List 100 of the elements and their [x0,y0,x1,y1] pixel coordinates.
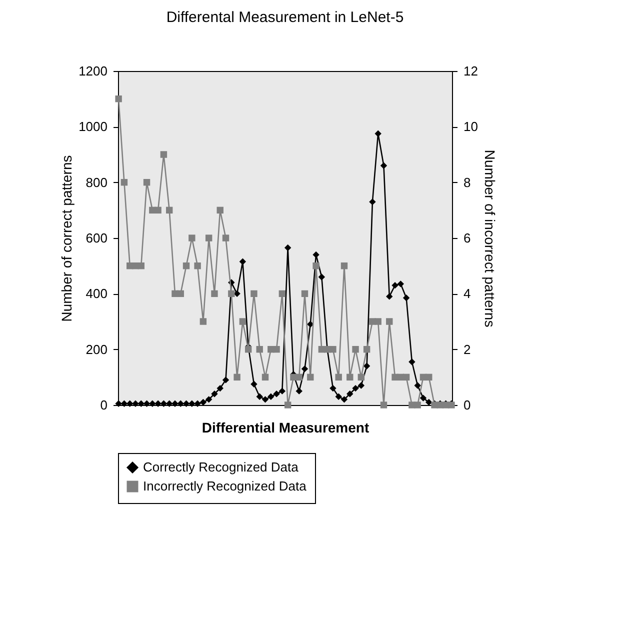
point [250,380,258,388]
point [256,393,263,400]
point [200,398,207,406]
point [166,206,173,214]
point [346,374,354,381]
y-tick-label: 200 [86,342,108,357]
point [352,346,359,353]
point [340,396,348,403]
point [392,282,398,289]
point [138,400,144,407]
point [278,388,286,394]
point [120,178,128,186]
point [330,346,336,353]
point [380,162,388,169]
point [256,346,263,353]
point [312,262,320,270]
point [143,178,150,186]
point [312,251,320,258]
point [335,374,342,381]
point [296,388,302,394]
point [154,400,162,407]
point [273,346,280,353]
point [205,234,212,242]
point [239,258,246,266]
point [296,374,302,381]
y-tick-label: 400 [86,286,108,302]
point [200,318,207,325]
point [330,384,336,392]
point [177,290,184,298]
point [397,280,404,288]
point [318,274,326,280]
legend-label: Incorrectly Recognized Data [143,478,308,494]
y2-tick-label: 0 [464,398,471,412]
point [262,396,269,403]
point [188,400,196,407]
point [307,374,314,381]
point [284,402,292,408]
point [374,130,382,137]
point [386,293,393,300]
point [301,365,308,372]
point [154,206,162,214]
point [408,358,416,366]
y-tick-label: 600 [86,230,108,246]
point [374,318,382,325]
y2-tick-label: 12 [464,64,478,78]
point [346,390,354,398]
point [126,400,134,407]
point [149,400,156,407]
y-tick-label: 1000 [78,119,108,134]
point [262,374,269,381]
point [211,290,218,298]
y2-tick-label: 10 [464,119,478,134]
point [284,244,292,252]
point [132,400,139,407]
point [120,400,128,407]
point [188,234,196,242]
point [369,198,376,206]
point [115,95,122,102]
point [205,396,212,403]
legend-label: Correctly Recognized Data [143,460,300,474]
y2-tick-label: 8 [464,174,471,190]
point [216,206,224,214]
point [358,374,365,381]
point [358,382,365,389]
point [363,362,370,370]
point [234,290,240,298]
y-tick-label: 0 [100,398,108,412]
point [194,400,201,407]
point [194,262,201,270]
y-axis-title: Number of correct patterns [58,155,75,322]
point [335,393,342,400]
point [414,402,421,408]
point [363,346,370,353]
point [239,318,246,325]
point [160,151,168,158]
point [228,290,235,298]
point [216,384,224,392]
point [177,400,184,407]
point [172,400,178,407]
point [307,320,314,328]
point [234,374,240,381]
point [301,290,308,298]
point [352,384,359,392]
point [426,374,432,381]
point [340,262,348,270]
point [402,374,410,381]
y-tick-label: 1200 [78,64,108,78]
point [143,400,150,407]
point [182,400,190,407]
y2-tick-label: 4 [464,286,471,302]
point [250,290,258,298]
point [268,393,274,400]
y-tick-label: 800 [86,174,108,190]
point [380,402,388,408]
y2-axis-title: Number of incorrect patterns [482,150,498,328]
y2-tick-label: 6 [464,230,471,246]
point [160,400,168,407]
point [138,262,144,270]
y2-tick-label: 2 [464,342,471,357]
point [426,398,432,406]
